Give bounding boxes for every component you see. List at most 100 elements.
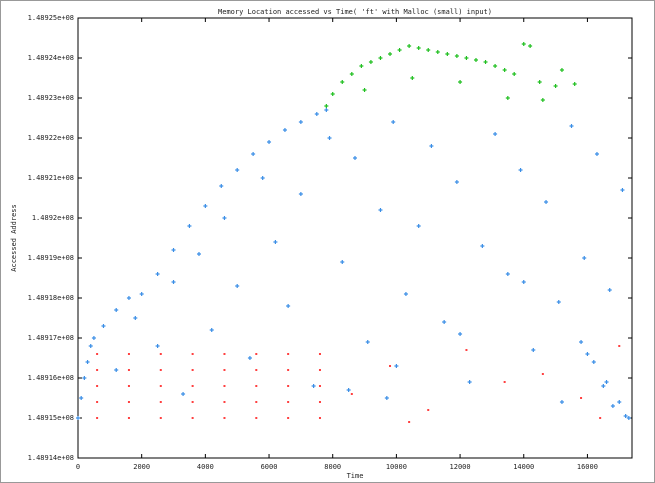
point (187, 224, 192, 228)
point (251, 152, 256, 156)
point (429, 144, 434, 148)
point (368, 60, 373, 64)
point (318, 369, 321, 371)
point (282, 128, 287, 132)
point (203, 204, 208, 208)
point (324, 104, 329, 108)
point (540, 98, 545, 102)
point (454, 54, 459, 58)
point (255, 417, 258, 419)
point (155, 272, 160, 276)
point (139, 292, 144, 296)
point (537, 80, 542, 84)
y-tick-label: 1.48918e+08 (28, 294, 74, 302)
point (502, 68, 507, 72)
y-tick-label: 1.48921e+08 (28, 174, 74, 182)
y-tick-label: 1.48924e+08 (28, 54, 74, 62)
point (127, 417, 130, 419)
point (298, 120, 303, 124)
y-tick-label: 1.48919e+08 (28, 254, 74, 262)
point (594, 152, 599, 156)
point (580, 397, 583, 399)
x-tick-label: 2000 (133, 463, 150, 471)
point (388, 52, 393, 56)
point (159, 401, 162, 403)
point (223, 369, 226, 371)
point (96, 369, 99, 371)
point (318, 353, 321, 355)
point (427, 409, 430, 411)
point (314, 112, 319, 116)
point (480, 244, 485, 248)
point (626, 416, 631, 420)
point (235, 284, 240, 288)
point (620, 188, 625, 192)
point (384, 396, 389, 400)
point (82, 376, 87, 380)
point (521, 42, 526, 46)
point (235, 168, 240, 172)
point (416, 224, 421, 228)
point (96, 417, 99, 419)
point (541, 373, 544, 375)
point (349, 72, 354, 76)
point (223, 353, 226, 355)
y-tick-label: 1.48917e+08 (28, 334, 74, 342)
point (127, 385, 130, 387)
point (458, 332, 463, 336)
point (287, 353, 290, 355)
point (505, 272, 510, 276)
point (171, 280, 176, 284)
point (191, 369, 194, 371)
point (553, 84, 558, 88)
point (585, 352, 590, 356)
point (191, 417, 194, 419)
point (378, 208, 383, 212)
point (604, 380, 609, 384)
point (454, 180, 459, 184)
point (458, 80, 463, 84)
point (572, 82, 577, 86)
point (389, 365, 392, 367)
y-tick-label: 1.48923e+08 (28, 94, 74, 102)
point (559, 68, 564, 72)
x-tick-label: 0 (76, 463, 80, 471)
point (133, 316, 138, 320)
point (378, 56, 383, 60)
point (473, 58, 478, 62)
point (96, 401, 99, 403)
point (273, 240, 278, 244)
point (114, 368, 119, 372)
point (96, 385, 99, 387)
point (127, 401, 130, 403)
point (610, 404, 615, 408)
point (505, 96, 510, 100)
point (528, 44, 533, 48)
point (445, 52, 450, 56)
point (76, 416, 80, 420)
y-tick-label: 1.48915e+08 (28, 414, 74, 422)
point (191, 385, 194, 387)
point (607, 288, 612, 292)
point (435, 50, 440, 54)
point (346, 388, 351, 392)
point (617, 400, 622, 404)
point (155, 344, 160, 348)
point (394, 364, 399, 368)
point (403, 292, 408, 296)
point (127, 369, 130, 371)
point (464, 56, 469, 60)
plot-frame (77, 17, 633, 459)
point (298, 192, 303, 196)
point (512, 72, 517, 76)
point (410, 76, 415, 80)
x-tick-label: 8000 (324, 463, 341, 471)
point (365, 340, 370, 344)
point (191, 401, 194, 403)
point (353, 156, 357, 160)
point (286, 304, 291, 308)
point (579, 340, 584, 344)
point (465, 349, 468, 351)
point (255, 401, 258, 403)
